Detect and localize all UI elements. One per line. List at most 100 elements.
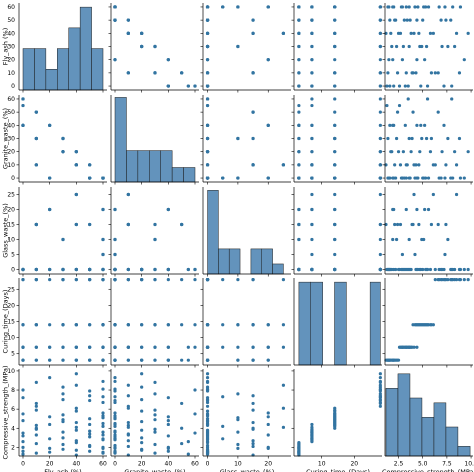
scatter-point: [101, 424, 105, 428]
scatter-point: [205, 163, 210, 167]
scatter-point: [297, 237, 301, 242]
histogram-bar: [68, 27, 81, 91]
scatter-point: [140, 267, 144, 272]
scatter-point: [389, 31, 393, 35]
scatter-point: [193, 267, 197, 272]
scatter-point: [266, 433, 270, 437]
scatter-point: [385, 103, 389, 108]
scatter-point: [436, 222, 440, 227]
scatter-point: [404, 71, 408, 75]
scatter-point: [166, 278, 170, 282]
scatter-point: [444, 18, 448, 22]
scatter-point: [408, 267, 412, 272]
scatter-point: [61, 323, 65, 327]
scatter-point: [236, 176, 240, 180]
scatter-point: [101, 267, 105, 272]
scatter-point: [126, 18, 130, 22]
panel-gla-vs-gra: [108, 187, 199, 277]
scatter-point: [407, 44, 411, 49]
scatter-point: [297, 150, 301, 154]
scatter-point: [113, 345, 117, 349]
scatter-point: [333, 150, 337, 154]
x-tick-label: 20: [46, 461, 54, 468]
scatter-point: [205, 71, 210, 75]
scatter-point: [462, 267, 466, 272]
scatter-point: [442, 84, 446, 88]
scatter-point: [186, 440, 190, 444]
scatter-point: [446, 44, 450, 49]
scatter-point: [421, 267, 425, 272]
scatter-point: [166, 358, 170, 362]
scatter-point: [88, 398, 92, 403]
scatter-point: [403, 123, 407, 127]
scatter-point: [101, 176, 105, 180]
scatter-point: [412, 345, 416, 349]
panel-fly-vs-gra: [108, 3, 199, 93]
scatter-point: [101, 237, 105, 242]
scatter-point: [453, 150, 457, 154]
scatter-point: [466, 31, 470, 35]
y-tick-label: 10: [7, 162, 15, 169]
panel-fly-vs-fly: [18, 3, 107, 93]
histogram-bar: [45, 69, 58, 91]
scatter-point: [266, 358, 270, 362]
scatter-point: [310, 150, 314, 154]
y-tick-label: 25: [7, 192, 15, 199]
scatter-point: [21, 388, 25, 392]
scatter-point: [221, 5, 225, 9]
scatter-point: [251, 401, 255, 406]
scatter-point: [48, 415, 52, 419]
scatter-point: [310, 207, 314, 212]
scatter-point: [395, 71, 400, 75]
scatter-point: [113, 237, 117, 242]
y-tick-label: 50: [7, 109, 15, 116]
scatter-point: [61, 385, 65, 389]
scatter-point: [333, 176, 337, 180]
panel-fly-vs-str: [382, 3, 473, 93]
scatter-point: [74, 383, 78, 387]
x-tick-label: 20: [138, 461, 146, 468]
scatter-point: [281, 163, 286, 167]
scatter-point: [88, 443, 92, 448]
scatter-point: [113, 376, 117, 380]
scatter-point: [74, 192, 78, 197]
x-tick-label: 20: [350, 461, 358, 468]
scatter-point: [113, 58, 117, 62]
scatter-point: [236, 345, 240, 349]
scatter-point: [425, 84, 430, 88]
histogram-bar: [126, 150, 139, 183]
scatter-point: [193, 323, 197, 327]
scatter-point: [34, 110, 38, 114]
scatter-point: [378, 31, 382, 35]
x-axis-label: Curing_time_(Days): [306, 468, 370, 472]
scatter-point: [236, 44, 240, 49]
scatter-point: [113, 416, 117, 420]
scatter-point: [378, 18, 382, 22]
scatter-point: [415, 207, 419, 212]
scatter-point: [61, 136, 65, 141]
scatter-point: [378, 5, 382, 9]
scatter-point: [205, 358, 210, 362]
scatter-point: [251, 408, 255, 412]
scatter-point: [166, 396, 170, 400]
histogram-bar: [385, 388, 399, 457]
scatter-point: [310, 31, 314, 35]
scatter-point: [440, 150, 444, 154]
scatter-point: [126, 432, 130, 436]
scatter-point: [266, 5, 270, 9]
scatter-point: [126, 192, 130, 197]
scatter-point: [34, 427, 38, 431]
scatter-point: [443, 5, 447, 9]
scatter-point: [88, 176, 92, 180]
scatter-point: [310, 267, 314, 272]
scatter-point: [205, 18, 210, 22]
scatter-point: [166, 419, 170, 423]
scatter-point: [395, 237, 399, 242]
scatter-point: [466, 150, 470, 154]
scatter-point: [126, 444, 130, 449]
scatter-point: [101, 379, 105, 384]
scatter-point: [88, 389, 92, 393]
scatter-point: [310, 5, 314, 9]
scatter-point: [440, 44, 444, 49]
scatter-point: [236, 442, 240, 447]
